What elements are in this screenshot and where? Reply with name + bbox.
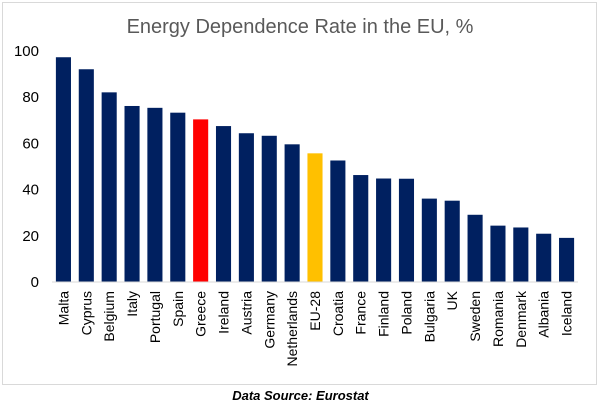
bar-finland (376, 178, 392, 282)
bar-iceland (559, 237, 575, 282)
bar-belgium (101, 92, 117, 282)
x-tick-label: Portugal (147, 291, 163, 343)
x-tick-label: Malta (55, 291, 71, 325)
x-tick-label: Romania (490, 291, 506, 347)
bar-poland (398, 178, 415, 282)
bar-malta (55, 57, 71, 282)
data-source-note: Data Source: Eurostat (232, 388, 369, 403)
bar-chart: Energy Dependence Rate in the EU, % 0 20 40… (14, 16, 578, 367)
bar-eu-28 (307, 153, 323, 282)
bar-uk (444, 200, 460, 282)
bar-sweden (467, 214, 483, 282)
bar-albania (536, 233, 552, 282)
chart-container: Energy Dependence Rate in the EU, % 0 20 40… (2, 2, 597, 385)
bar-bulgaria (421, 198, 437, 282)
x-tick-label: Greece (193, 291, 209, 337)
y-tick-label: 40 (22, 182, 39, 199)
x-tick-label: Iceland (559, 291, 575, 336)
x-tick-label: Cyprus (78, 291, 94, 335)
bar-germany (261, 135, 277, 282)
bar-austria (238, 133, 254, 282)
x-tick-label: Croatia (330, 291, 346, 336)
y-tick-label: 20 (22, 228, 39, 245)
x-tick-label: Netherlands (284, 291, 300, 367)
bar-denmark (513, 227, 529, 282)
bar-italy (124, 105, 140, 282)
x-tick-label: Austria (238, 291, 254, 335)
x-tick-label: Albania (536, 291, 552, 338)
y-tick-label: 100 (14, 43, 39, 60)
x-tick-label: Spain (170, 291, 186, 327)
x-tick-label: Bulgaria (421, 291, 437, 343)
bar-cyprus (78, 69, 94, 282)
bar-greece (193, 119, 209, 282)
bar-france (353, 175, 369, 282)
x-tick-label: Sweden (467, 291, 483, 342)
bar-spain (170, 112, 186, 283)
x-tick-label: Finland (376, 291, 392, 337)
x-tick-label: UK (444, 290, 460, 310)
x-tick-label: Poland (398, 291, 414, 335)
x-tick-label: Italy (124, 291, 140, 317)
y-tick-label: 80 (22, 89, 39, 106)
bar-croatia (330, 160, 346, 282)
y-tick-label: 60 (22, 135, 39, 152)
bar-romania (490, 225, 506, 282)
x-tick-label: Ireland (216, 291, 232, 334)
chart-title: Energy Dependence Rate in the EU, % (127, 16, 474, 38)
x-tick-label: Germany (261, 291, 277, 349)
bar-netherlands (284, 144, 300, 282)
x-tick-label: Belgium (101, 291, 117, 342)
x-tick-label: Denmark (513, 290, 529, 348)
bar-ireland (215, 126, 232, 282)
bar-portugal (147, 107, 163, 282)
x-tick-label: France (353, 291, 369, 335)
x-tick-label: EU-28 (307, 291, 323, 331)
y-tick-label: 0 (31, 274, 39, 291)
